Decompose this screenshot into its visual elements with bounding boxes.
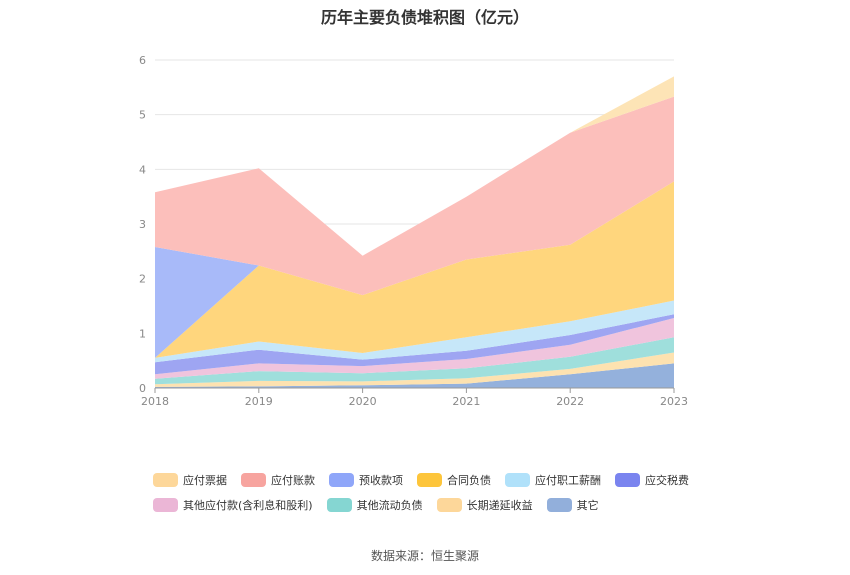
- area-series-layer: [155, 76, 674, 388]
- legend-swatch: [329, 473, 354, 487]
- x-tick-label: 2022: [556, 395, 584, 408]
- legend-item-3[interactable]: 合同负债: [417, 472, 491, 488]
- legend-item-8[interactable]: 长期递延收益: [436, 497, 533, 513]
- legend-item-2[interactable]: 预收款项: [329, 472, 403, 488]
- legend-item-6[interactable]: 其他应付款(含利息和股利): [153, 497, 313, 513]
- legend-label: 应付账款: [271, 474, 315, 487]
- legend-item-9[interactable]: 其它: [546, 497, 599, 513]
- legend-swatch: [326, 498, 352, 512]
- legend-label: 应付职工薪酬: [535, 474, 601, 487]
- x-tick-label: 2019: [245, 395, 273, 408]
- legend-label: 其他应付款(含利息和股利): [183, 499, 313, 512]
- legend-item-7[interactable]: 其他流动负债: [326, 497, 423, 513]
- area-series-8[interactable]: [155, 96, 674, 296]
- area-series-2[interactable]: [155, 337, 674, 385]
- y-tick-label: 4: [139, 163, 146, 176]
- legend-label: 应付票据: [183, 474, 227, 487]
- y-tick-label: 3: [139, 218, 146, 231]
- area-series-3[interactable]: [155, 318, 674, 379]
- y-tick-label: 6: [139, 54, 146, 67]
- y-tick-label: 1: [139, 327, 146, 340]
- x-tick-label: 2023: [660, 395, 688, 408]
- legend-label: 长期递延收益: [466, 499, 533, 512]
- legend-swatch: [153, 473, 178, 487]
- axes-layer: 0 1 2 3 4 5 6 2018 2019 2020 2021 2022 2023: [139, 54, 688, 408]
- x-tick-label: 2018: [141, 395, 169, 408]
- legend-label: 应交税费: [645, 474, 689, 487]
- area-series-4[interactable]: [155, 314, 674, 375]
- x-tick-label: 2020: [349, 395, 377, 408]
- legend-item-0[interactable]: 应付票据: [153, 472, 227, 488]
- legend-item-4[interactable]: 应付职工薪酬: [505, 472, 601, 488]
- legend-swatch: [546, 498, 572, 512]
- area-series-1[interactable]: [155, 352, 674, 387]
- legend-item-5[interactable]: 应交税费: [615, 472, 689, 488]
- area-series-6[interactable]: [155, 181, 674, 358]
- legend-item-1[interactable]: 应付账款: [241, 472, 315, 488]
- y-tick-label: 5: [139, 109, 146, 122]
- legend-label: 其它: [576, 499, 599, 512]
- area-series-0[interactable]: [155, 363, 674, 388]
- area-series-5[interactable]: [155, 300, 674, 363]
- legend-swatch: [153, 498, 178, 512]
- legend-swatch: [241, 473, 266, 487]
- chart-title: 历年主要负债堆积图（亿元）: [320, 8, 529, 27]
- data-source-note: 数据来源：恒生聚源: [370, 549, 479, 563]
- x-tick-label: 2021: [452, 395, 480, 408]
- legend: 应付票据 应付账款 预收款项 合同负债 应付职工薪酬 应交税费其他应付款(含利息和股利) 其…: [153, 472, 713, 513]
- legend-label: 合同负债: [447, 474, 491, 487]
- legend-label: 预收款项: [359, 474, 403, 487]
- legend-swatch: [417, 473, 442, 487]
- y-tick-label: 0: [139, 382, 146, 395]
- legend-swatch: [615, 473, 640, 487]
- legend-swatch: [436, 498, 462, 512]
- legend-swatch: [505, 473, 530, 487]
- legend-label: 其他流动负债: [356, 499, 423, 512]
- y-tick-label: 2: [139, 273, 146, 286]
